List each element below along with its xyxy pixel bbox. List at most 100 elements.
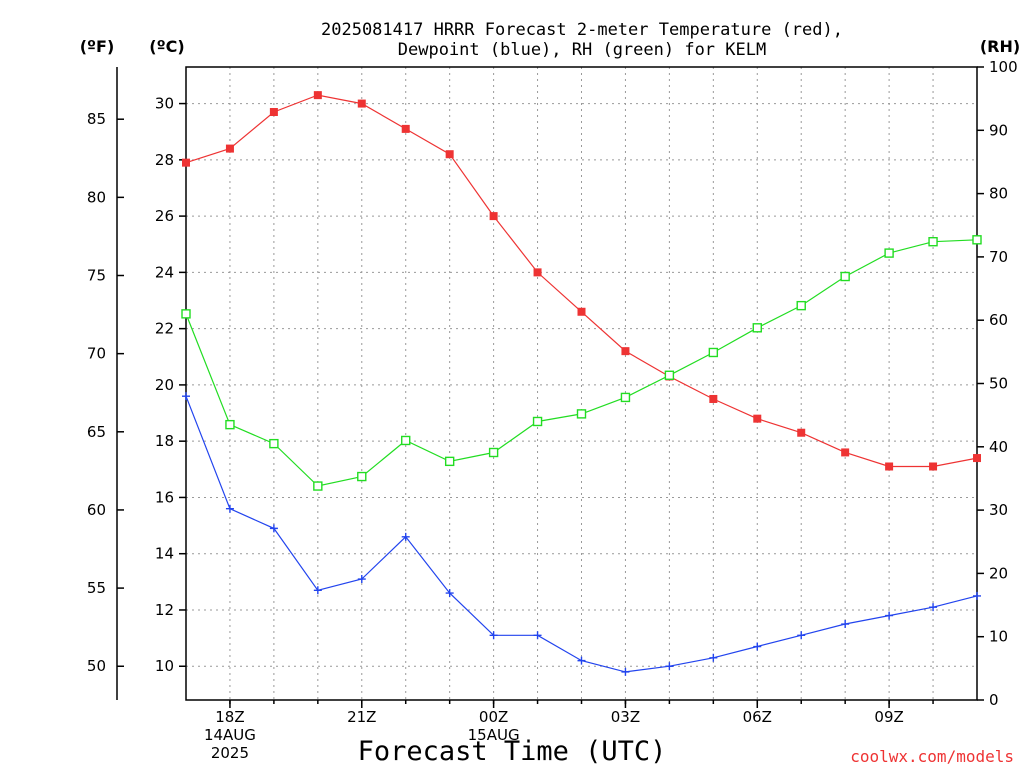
rh-tick-label: 30 — [989, 501, 1008, 519]
rh-point — [225, 419, 235, 430]
rh-point — [444, 456, 455, 467]
temperature-point — [489, 212, 498, 221]
rh-point — [401, 435, 411, 446]
celsius-tick-label: 26 — [155, 207, 174, 225]
rh-tick-label: 40 — [989, 438, 1008, 456]
temperature-point — [357, 99, 366, 108]
rh-point — [752, 323, 762, 333]
rh-point — [181, 309, 191, 319]
rh-point — [488, 447, 499, 458]
dewpoint-point — [797, 631, 806, 640]
rh-tick-label: 100 — [989, 58, 1018, 76]
rh-tick-label: 60 — [989, 311, 1008, 329]
fahrenheit-tick-label: 85 — [87, 110, 106, 128]
temperature-point — [797, 428, 806, 437]
temperature-point — [445, 150, 454, 159]
celsius-tick-label: 28 — [155, 151, 174, 169]
rh-point — [313, 481, 323, 491]
temperature-point — [401, 124, 410, 133]
dewpoint-point — [225, 504, 234, 513]
time-tick-label: 09Z — [874, 708, 903, 726]
rh-point — [532, 416, 543, 427]
dewpoint-point — [489, 631, 498, 640]
dewpoint-point — [885, 611, 894, 620]
celsius-axis-ticks: 10 12 14 16 18 20 22 24 26 28 30 — [155, 95, 186, 675]
celsius-tick-label: 24 — [155, 263, 174, 281]
fahrenheit-unit-label: (ºF) — [80, 37, 115, 56]
rh-point — [884, 248, 894, 258]
rh-axis-ticks: 0 10 20 30 40 50 60 70 80 90 100 — [977, 58, 1018, 709]
temperature-point — [533, 268, 542, 277]
rh-point — [357, 471, 367, 482]
time-tick-label: 18Z — [215, 708, 244, 726]
dewpoint-point — [269, 524, 278, 533]
celsius-tick-label: 20 — [155, 376, 174, 394]
temperature-point — [225, 144, 234, 153]
plot-frame — [185, 66, 978, 701]
rh-point — [664, 370, 675, 380]
rh-point — [840, 271, 850, 282]
axes — [116, 66, 978, 701]
dewpoint-point — [533, 631, 542, 640]
fahrenheit-tick-label: 75 — [87, 266, 106, 284]
dewpoint-point — [357, 575, 366, 584]
time-tick-label: 06Z — [743, 708, 772, 726]
celsius-tick-label: 22 — [155, 320, 174, 338]
fahrenheit-tick-label: 55 — [87, 579, 106, 597]
dewpoint-point — [973, 591, 981, 600]
celsius-tick-label: 18 — [155, 432, 174, 450]
rh-tick-label: 80 — [989, 185, 1008, 203]
temperature-point — [885, 462, 894, 471]
dewpoint-point — [577, 656, 586, 665]
celsius-tick-label: 10 — [155, 657, 174, 675]
temperature-point — [269, 108, 278, 117]
fahrenheit-axis-ticks: 50 55 60 65 70 75 80 85 — [87, 110, 124, 675]
fahrenheit-tick-label: 60 — [87, 501, 106, 519]
credit-text: coolwx.com/models — [850, 747, 1014, 766]
celsius-unit-label: (ºC) — [149, 37, 184, 56]
rh-tick-label: 0 — [989, 691, 999, 709]
celsius-tick-label: 16 — [155, 488, 174, 506]
dewpoint-point — [929, 603, 938, 612]
rh-point — [972, 235, 982, 245]
dewpoint-point — [313, 586, 322, 595]
rh-tick-label: 50 — [989, 375, 1008, 393]
chart-title-line-2: Dewpoint (blue), RH (green) for KELM — [398, 40, 766, 60]
temperature-point — [753, 414, 762, 423]
dewpoint-point — [182, 392, 190, 401]
rh-unit-label: (RH) — [980, 37, 1020, 56]
x-axis-label: Forecast Time (UTC) — [358, 736, 667, 767]
dewpoint-point — [401, 532, 410, 541]
dewpoint-point — [753, 642, 762, 651]
temperature-point — [577, 307, 586, 316]
dewpoint-series-line — [185, 395, 978, 673]
temperature-point — [313, 91, 322, 100]
rh-tick-label: 90 — [989, 121, 1008, 139]
time-tick-label: 14AUG — [204, 726, 256, 744]
time-tick-label: 2025 — [211, 744, 249, 762]
dewpoint-point — [665, 662, 674, 671]
rh-point — [620, 392, 631, 403]
temperature-point — [182, 158, 190, 167]
fahrenheit-tick-label: 70 — [87, 345, 106, 363]
fahrenheit-tick-label: 80 — [87, 188, 106, 206]
chart-title-line-1: 2025081417 HRRR Forecast 2-meter Tempera… — [321, 20, 843, 40]
grid-lines — [186, 67, 977, 700]
celsius-tick-label: 12 — [155, 601, 174, 619]
temperature-point — [841, 448, 850, 457]
rh-point — [576, 409, 587, 419]
celsius-tick-label: 14 — [155, 545, 174, 563]
rh-point — [708, 347, 719, 358]
rh-point — [796, 300, 806, 311]
fahrenheit-tick-label: 50 — [87, 657, 106, 675]
rh-tick-label: 70 — [989, 248, 1008, 266]
time-tick-label: 03Z — [611, 708, 640, 726]
rh-tick-label: 20 — [989, 564, 1008, 582]
dewpoint-point — [709, 653, 718, 662]
fahrenheit-tick-label: 65 — [87, 423, 106, 441]
rh-tick-label: 10 — [989, 628, 1008, 646]
temperature-point — [973, 454, 981, 463]
data-series — [181, 91, 982, 676]
